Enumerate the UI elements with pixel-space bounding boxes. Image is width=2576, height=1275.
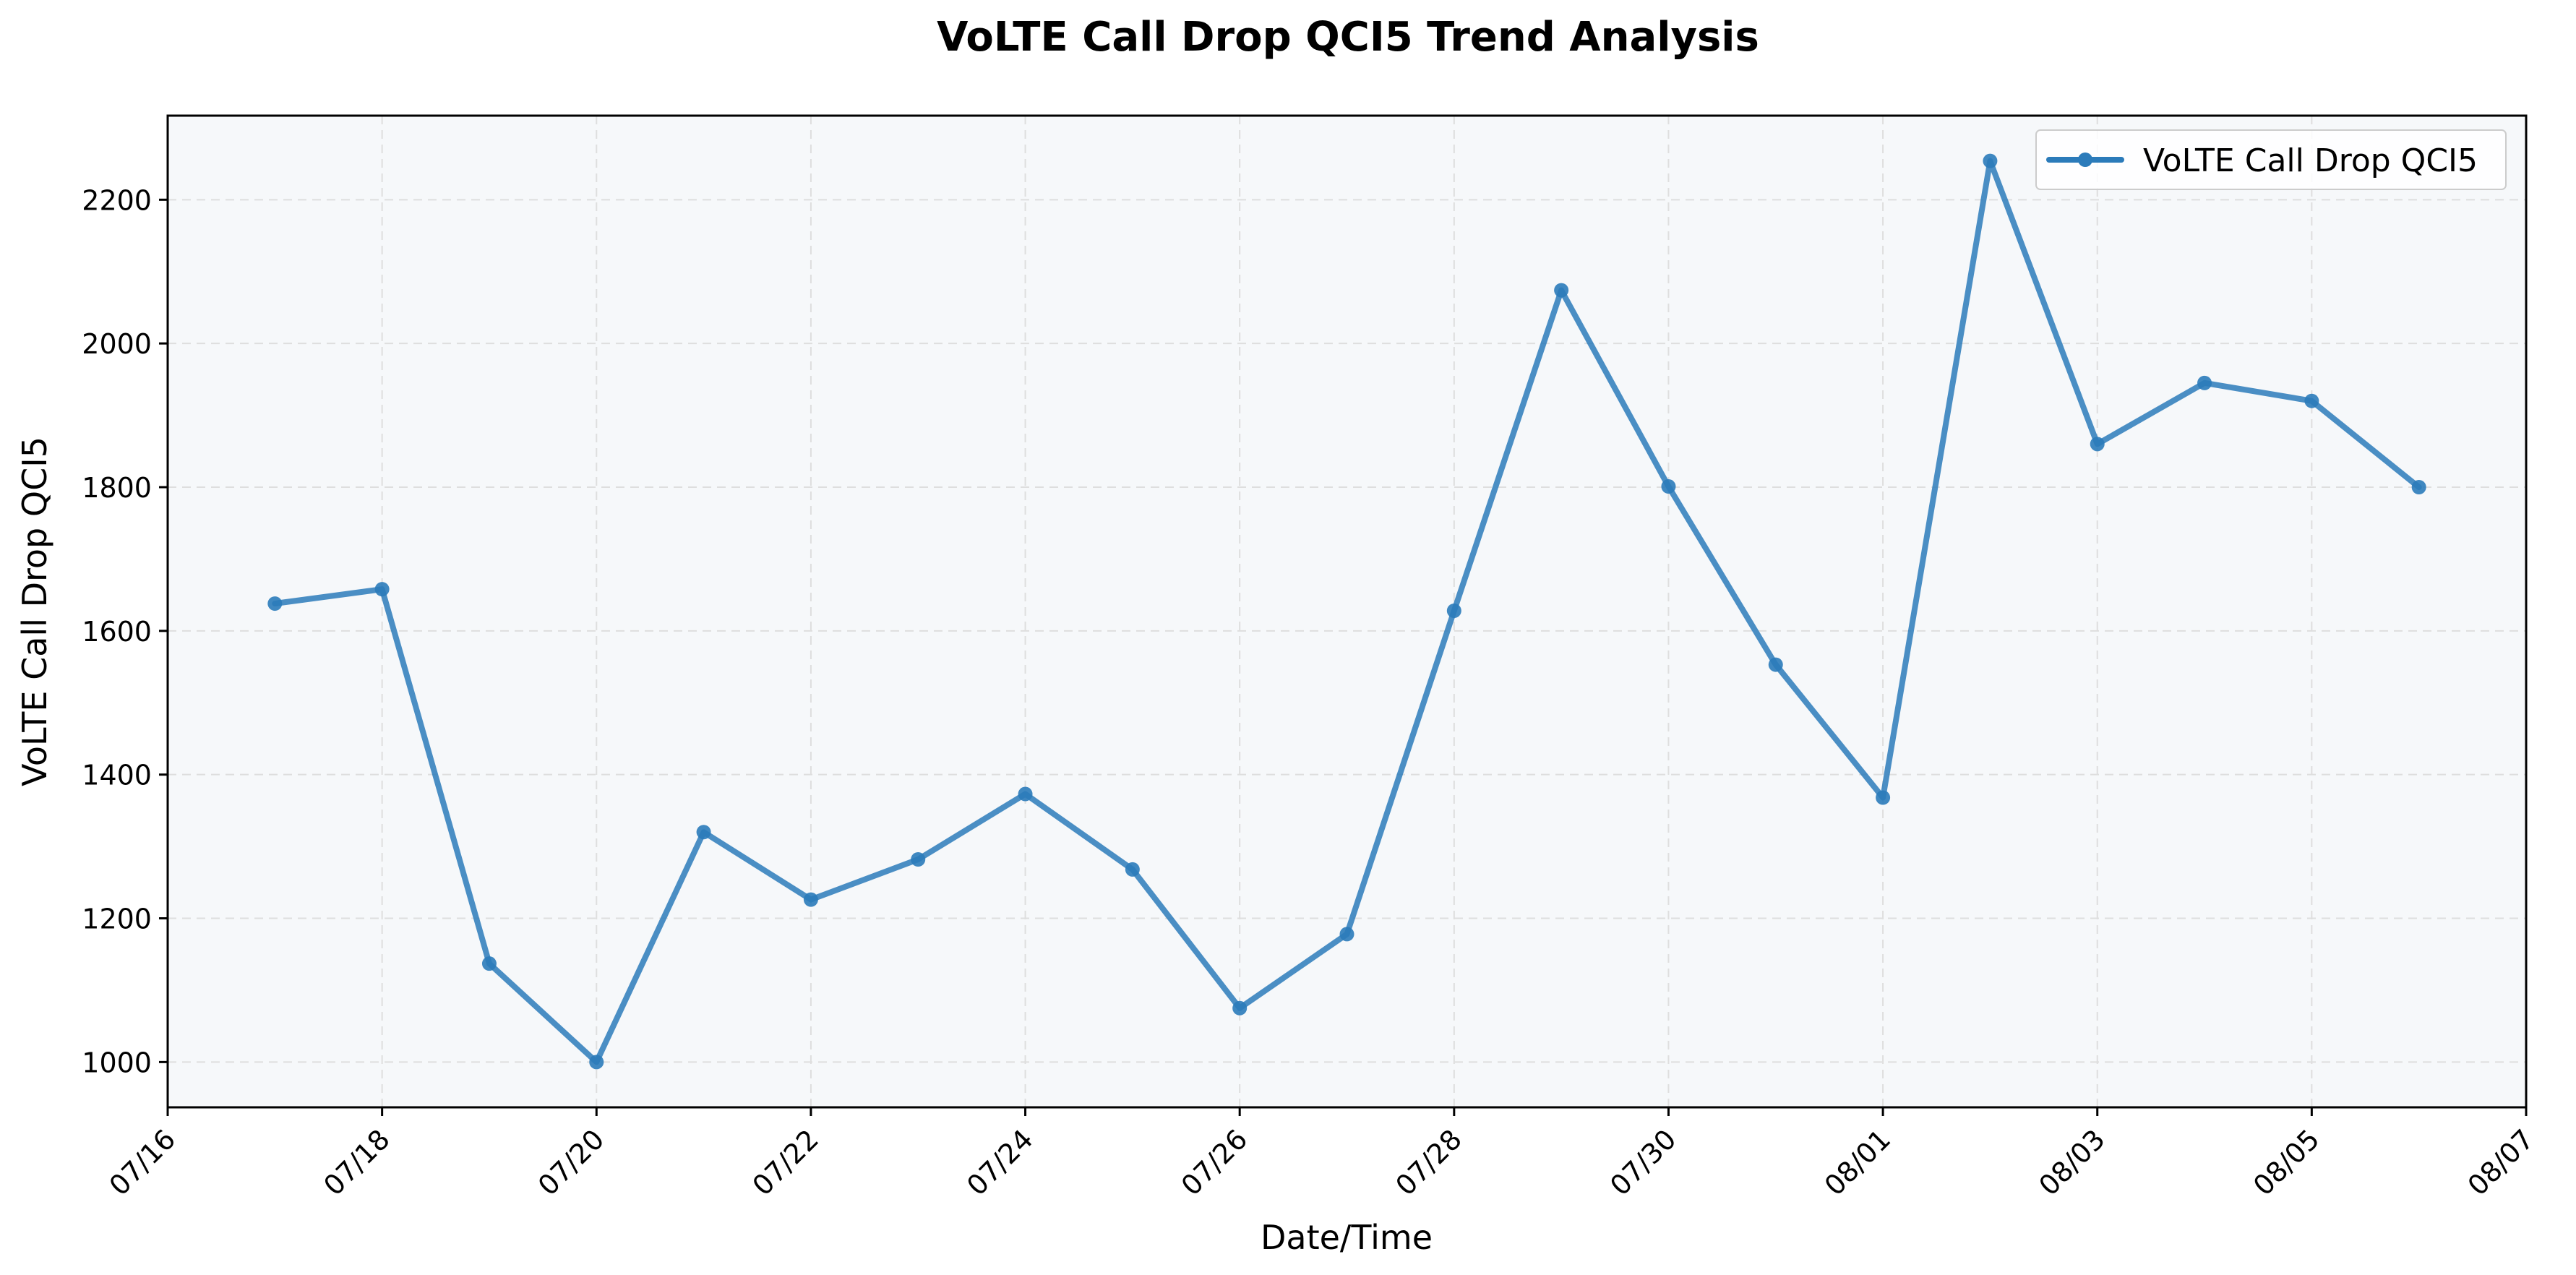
- x-tick-label: 07/28: [1389, 1123, 1468, 1202]
- data-point: [2304, 393, 2319, 408]
- x-tick-label: 07/22: [747, 1123, 825, 1202]
- x-tick-label: 07/18: [317, 1123, 396, 1202]
- y-tick-label: 1800: [82, 472, 152, 504]
- x-tick-label: 08/05: [2247, 1123, 2326, 1202]
- x-tick-label: 07/16: [103, 1123, 182, 1202]
- x-tick-label: 08/01: [1819, 1123, 1897, 1202]
- y-tick-label: 1000: [82, 1047, 152, 1078]
- data-point: [1661, 479, 1676, 494]
- y-tick-label: 2200: [82, 184, 152, 216]
- y-tick-label: 1200: [82, 903, 152, 935]
- legend-point-marker: [2078, 153, 2092, 167]
- data-point: [1018, 786, 1033, 802]
- data-point: [1125, 862, 1140, 877]
- y-tick-label: 1400: [82, 760, 152, 791]
- x-tick-label: 07/26: [1175, 1123, 1254, 1202]
- data-point: [1339, 927, 1354, 942]
- y-axis-label: VoLTE Call Drop QCI5: [15, 437, 54, 786]
- series-group: [267, 153, 2426, 1070]
- data-point: [911, 852, 926, 867]
- y-axis: 1000 1200 1400 1600 1800 2000 2200: [82, 184, 168, 1078]
- data-point: [481, 956, 497, 971]
- data-point: [589, 1055, 604, 1070]
- x-tick-label: 08/03: [2032, 1123, 2111, 1202]
- legend-box: [2035, 129, 2507, 190]
- y-tick-label: 2000: [82, 328, 152, 360]
- x-axis: 07/16 07/18 07/20 07/22 07/24 07/26 07/28 07/30…: [103, 1107, 2541, 1202]
- legend: VoLTE Call Drop QCI5: [2035, 129, 2507, 190]
- data-point: [1232, 1000, 1248, 1016]
- data-point: [696, 825, 711, 840]
- data-point: [374, 582, 390, 597]
- plot-area: [168, 116, 2526, 1107]
- x-tick-label: 07/24: [961, 1123, 1039, 1202]
- data-point: [1554, 283, 1569, 298]
- x-axis-label: Date/Time: [1261, 1218, 1433, 1257]
- data-point: [803, 892, 818, 907]
- x-tick-label: 07/20: [532, 1123, 611, 1202]
- x-tick-label: 07/30: [1604, 1123, 1683, 1202]
- legend-label: VoLTE Call Drop QCI5: [2143, 142, 2478, 179]
- data-point: [2090, 437, 2105, 452]
- data-point: [267, 596, 283, 611]
- plot-frame: [166, 114, 2528, 1109]
- data-point: [1768, 657, 1783, 672]
- data-point: [1876, 790, 1891, 805]
- chart-title: VoLTE Call Drop QCI5 Trend Analysis: [937, 14, 1759, 61]
- y-tick-label: 1600: [82, 616, 152, 648]
- x-tick-label: 08/07: [2462, 1123, 2541, 1202]
- data-point: [1983, 153, 1998, 168]
- data-point: [1446, 604, 1461, 619]
- data-point: [2411, 480, 2426, 495]
- data-point: [2197, 375, 2212, 390]
